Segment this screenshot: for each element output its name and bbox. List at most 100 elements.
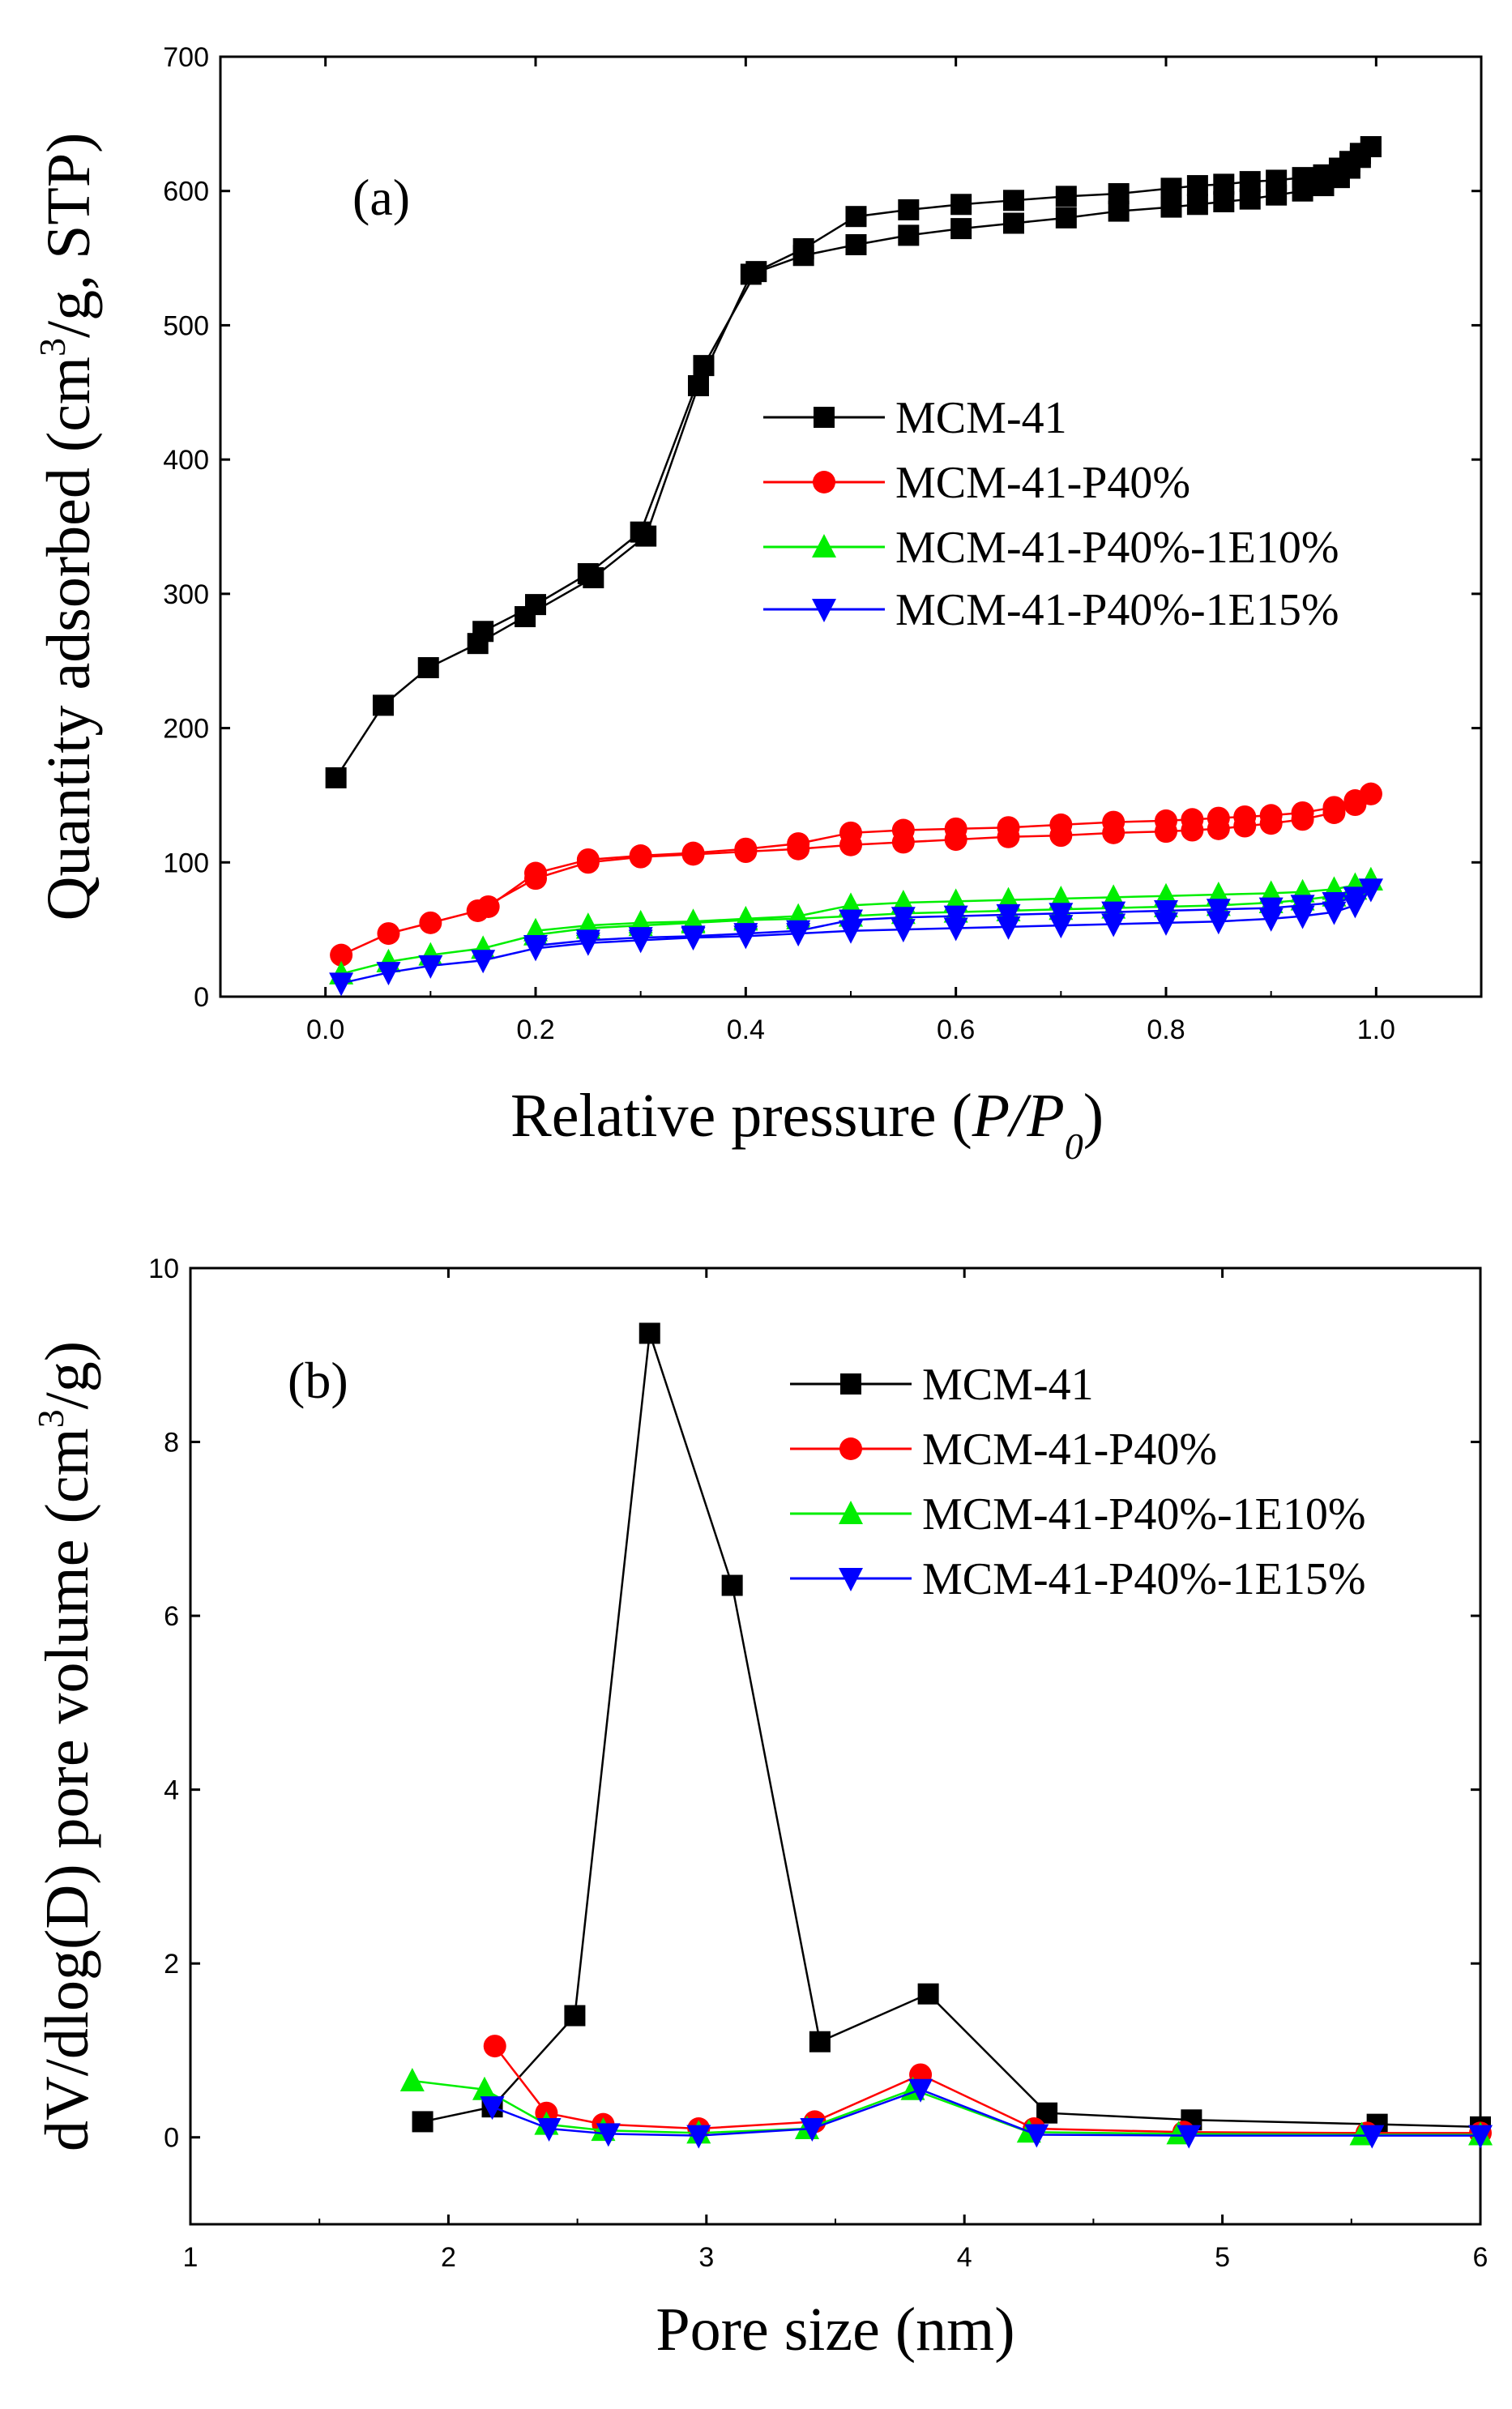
panel-b-data-point <box>1468 2125 1493 2149</box>
panel-a-y-tick-label: 200 <box>163 714 209 745</box>
panel-a-data-point <box>523 935 548 959</box>
panel-a-data-point <box>786 920 811 944</box>
panel-b-y-tick-label: 6 <box>164 1601 179 1632</box>
panel-a-data-point <box>1290 895 1315 919</box>
panel-a-y-tick-label: 300 <box>163 579 209 610</box>
panel-a-data-point <box>1055 207 1077 229</box>
legend-marker-triangle-down <box>839 1568 863 1591</box>
svg-text:MCM-41-P40%-1E10%: MCM-41-P40%-1E10% <box>895 523 1339 573</box>
panel-a-data-point <box>681 841 705 865</box>
panel-b-data-point <box>480 2096 505 2121</box>
panel-a-data-point <box>418 955 443 979</box>
panel-b-x-tick-label: 2 <box>441 2242 456 2273</box>
panel-a-series-3 <box>329 878 1383 997</box>
panel-a-data-point <box>1266 169 1288 191</box>
svg-text:MCM-41-P40%: MCM-41-P40% <box>895 458 1190 508</box>
panel-b-data-point <box>721 1574 743 1596</box>
panel-a-data-point <box>997 816 1020 839</box>
panel-a-data-point <box>628 927 653 951</box>
panel-a-data-point <box>1049 903 1074 927</box>
panel-b-data-point <box>917 1983 939 2005</box>
legend-marker-circle <box>813 471 835 493</box>
panel-a-data-point <box>1101 901 1126 925</box>
panel-b-series <box>399 1322 1493 2149</box>
panel-a-data-point <box>1206 899 1231 923</box>
panel-a-data-point <box>1292 167 1313 189</box>
panel-b-data-point <box>1360 2125 1385 2149</box>
svg-text:MCM-41-P40%: MCM-41-P40% <box>922 1424 1217 1475</box>
panel-a-y-tick-label: 0 <box>194 982 209 1013</box>
panel-a-data-point <box>1322 892 1347 916</box>
panel-b-y-tick-label: 10 <box>148 1254 179 1284</box>
panel-a-data-point <box>1055 186 1077 207</box>
panel-a-data-point <box>898 199 920 220</box>
svg-text:MCM-41: MCM-41 <box>922 1360 1094 1410</box>
panel-a-data-point <box>1207 806 1230 830</box>
legend-marker-triangle-up <box>839 1501 863 1524</box>
panel-b-y-tick-label: 0 <box>164 2123 179 2154</box>
panel-a-data-point <box>630 521 651 543</box>
panel-a-data-point <box>330 943 353 967</box>
panel-a-data-point <box>419 911 442 934</box>
panel-b-data-point <box>399 2068 425 2091</box>
panel-a-legend-entry-e15: MCM-41-P40%-1E15% <box>763 585 1339 635</box>
panel-a-data-point <box>1108 183 1130 205</box>
panel-a-x-tick-label: 0.6 <box>937 1014 975 1045</box>
panel-a-data-point <box>525 594 546 616</box>
panel-a-data-point <box>629 844 652 867</box>
panel-a-data-point <box>745 261 767 283</box>
panel-a-data-point <box>377 922 400 946</box>
panel-a-data-point <box>1049 813 1073 836</box>
panel-a-x-tick-label: 0.8 <box>1147 1014 1185 1045</box>
panel-a-label: (a) <box>352 169 410 226</box>
panel-a-legend-entry-e10: MCM-41-P40%-1E10% <box>763 523 1339 573</box>
panel-a-y-tick-label: 700 <box>163 42 209 73</box>
panel-a-ticks: 0.0 0.2 0.4 0.6 0.8 1.0 0 100 200 300 400 500 600 700 <box>163 42 1481 1045</box>
panel-a-data-point <box>1049 915 1074 939</box>
panel-a-data-point <box>839 909 863 933</box>
panel-a-series-1-desorption-line <box>487 792 1372 908</box>
panel-a-data-point <box>943 917 968 942</box>
panel-b-y-axis-title: dV/dlog(D) pore volume (cm3/g) <box>30 1341 101 2151</box>
panel-a-data-point <box>845 234 867 255</box>
panel-a-isotherm-chart: 0.0 0.2 0.4 0.6 0.8 1.0 0 100 200 300 400 500 600 700… <box>32 42 1483 1167</box>
panel-a-data-point <box>1233 805 1257 828</box>
panel-b-data-point <box>908 2078 933 2103</box>
panel-a-data-point <box>417 657 439 678</box>
panel-a-data-point <box>1160 196 1182 218</box>
panel-a-x-tick-label: 0.2 <box>516 1014 554 1045</box>
panel-a-data-point <box>524 861 547 885</box>
panel-b-data-point <box>809 2031 831 2052</box>
panel-b-y-tick-label: 4 <box>164 1775 179 1806</box>
panel-a-data-point <box>476 895 500 918</box>
panel-b-y-tick-label: 8 <box>164 1428 179 1459</box>
svg-text:MCM-41-P40%-1E15%: MCM-41-P40%-1E15% <box>895 585 1339 635</box>
panel-b-x-tick-label: 4 <box>957 2242 972 2273</box>
panel-a-data-point <box>1313 164 1335 186</box>
panel-a-data-point <box>891 907 916 931</box>
panel-b-x-tick-label: 6 <box>1473 2242 1489 2273</box>
panel-b-data-point <box>639 1322 660 1344</box>
panel-a-data-point <box>687 375 709 396</box>
panel-a-x-axis-title: Relative pressure (P/P0) <box>510 1082 1104 1167</box>
panel-a-data-point <box>943 905 968 929</box>
panel-a-data-point <box>1259 804 1283 827</box>
panel-a-data-point <box>1154 899 1178 924</box>
panel-a-data-point <box>891 919 916 943</box>
panel-a-data-point <box>1181 808 1204 831</box>
panel-a-x-tick-label: 1.0 <box>1357 1014 1395 1045</box>
panel-a-data-point <box>898 224 920 246</box>
panel-a-data-point <box>1160 177 1182 199</box>
panel-b-series-3 <box>480 2078 1493 2149</box>
panel-b-legend-entry-e10: MCM-41-P40%-1E10% <box>790 1489 1366 1540</box>
panel-a-data-point <box>693 355 715 377</box>
panel-a-y-tick-label: 400 <box>163 445 209 476</box>
panel-b-series-1-line <box>493 2045 1480 2134</box>
panel-a-data-point <box>1102 810 1125 834</box>
panel-a-data-point <box>944 817 967 840</box>
panel-a-series-0 <box>325 136 1382 788</box>
legend-marker-triangle-down <box>812 599 836 622</box>
panel-a-data-point <box>1258 897 1283 921</box>
panel-b-data-point <box>686 2125 711 2149</box>
